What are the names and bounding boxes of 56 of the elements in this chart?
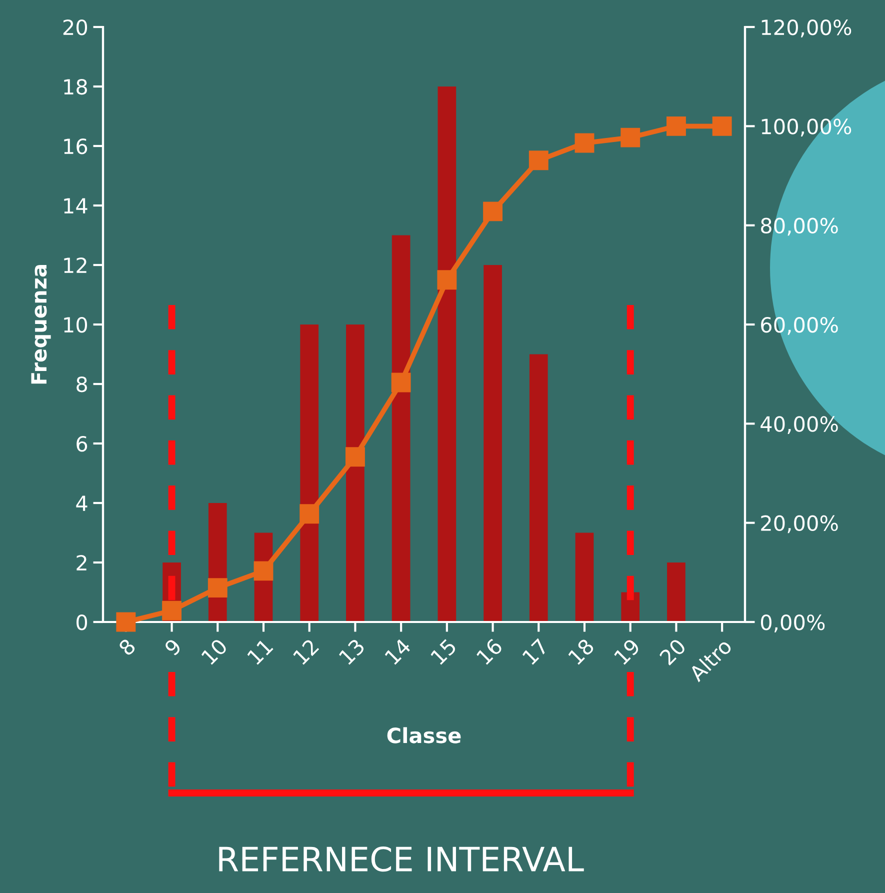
bar — [667, 562, 686, 622]
point — [437, 270, 457, 290]
x-tick-label: 11 — [246, 638, 274, 665]
point — [712, 116, 732, 136]
bar — [438, 86, 456, 622]
y-tick-label: 4 — [76, 496, 88, 511]
y-tick-label: 18 — [64, 78, 87, 95]
y2-tick-label: 20,00% — [761, 515, 838, 534]
x-tick-label: 15 — [430, 638, 458, 666]
point — [528, 150, 548, 170]
x-tick-label: 16 — [476, 638, 504, 666]
point — [574, 133, 594, 153]
x-tick-label: 12 — [292, 638, 320, 665]
point — [116, 612, 136, 632]
bar — [392, 235, 410, 622]
point — [620, 128, 640, 148]
y2-tick-label: 40,00% — [760, 416, 838, 434]
point — [254, 561, 274, 581]
x-tick-label: 17 — [522, 638, 549, 665]
y-tick-label: 2 — [76, 554, 86, 570]
y2-tick-label: 0,00% — [760, 614, 825, 632]
y-tick-label: 0 — [76, 614, 88, 630]
x-tick-label: 13 — [338, 638, 366, 666]
x-tick-label: 14 — [384, 638, 412, 665]
point — [666, 116, 686, 136]
bar — [575, 532, 594, 622]
y-axis-title: Frequenza — [31, 265, 51, 384]
point — [300, 504, 320, 524]
y-tick-label: 6 — [76, 436, 88, 452]
y2-tick-label: 100,00% — [762, 118, 852, 137]
x-tick-label: 9 — [164, 638, 182, 656]
text: REFERNECE INTERVAL — [219, 846, 584, 872]
x-tick-label: 8 — [118, 638, 136, 656]
point — [345, 447, 365, 467]
y-tick-label: 20 — [63, 19, 88, 36]
bar — [300, 324, 319, 622]
y-tick-label: 16 — [64, 138, 88, 154]
point — [483, 202, 503, 222]
bar — [346, 324, 364, 622]
y2-tick-label: 60,00% — [761, 316, 838, 335]
point — [208, 578, 228, 598]
point — [391, 372, 411, 392]
y2-tick-label: 120,00% — [762, 19, 852, 38]
y-tick-label: 8 — [76, 376, 87, 392]
y-tick-label: 14 — [64, 198, 88, 214]
point — [162, 600, 182, 620]
y-tick-label: 12 — [64, 257, 86, 273]
x-tick-label: 20 — [658, 638, 687, 666]
bar — [529, 354, 548, 622]
y2-tick-label: 80,00% — [760, 218, 838, 236]
y-tick-label: 10 — [64, 316, 88, 333]
bar — [484, 265, 502, 622]
x-tick-label: 18 — [568, 638, 595, 666]
x-tick-label: 19 — [613, 638, 641, 666]
x-tick-label: 10 — [200, 638, 228, 666]
x-axis-title: Classe — [387, 727, 461, 744]
